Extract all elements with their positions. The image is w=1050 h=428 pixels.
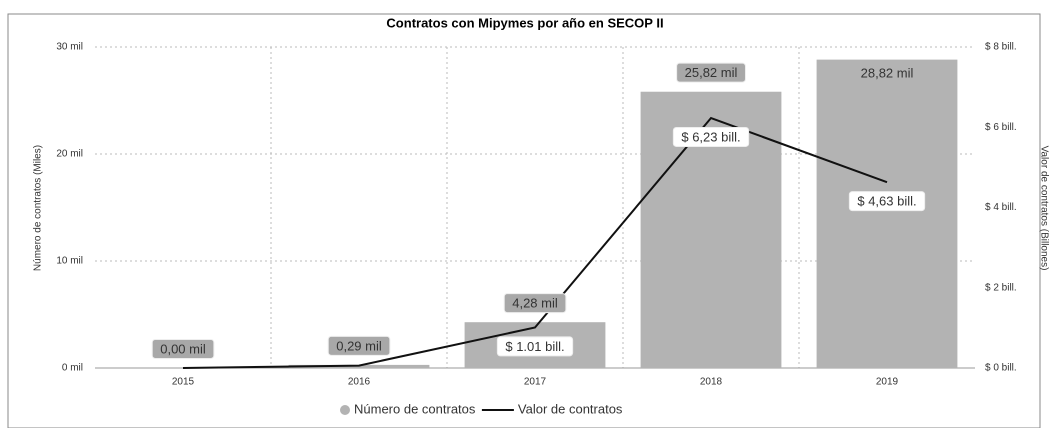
bar-value-label-box: [151, 338, 215, 359]
legend-swatch: [340, 405, 350, 415]
bar-value-label: 0,29 mil: [336, 338, 382, 353]
y-axis-label: Número de contratos (Miles): [33, 145, 44, 271]
lines: [182, 116, 888, 369]
bar-value-label: 4,28 mil: [512, 296, 558, 311]
x-tick-label: 2015: [172, 377, 195, 388]
legend: Número de contratos Valor de contratos: [340, 401, 623, 416]
line-value-label-box: [496, 336, 574, 357]
legend-label: Número de contratos: [354, 401, 476, 416]
bar-value-label-box: [503, 293, 567, 314]
y-tick-label: 20 mil: [56, 149, 83, 160]
y2-tick-label: $ 0 bill.: [985, 363, 1017, 374]
x-tick-label: 2018: [700, 377, 723, 388]
x-tick-label: 2019: [876, 377, 899, 388]
line-value-label-box: [672, 126, 750, 147]
bar-value-label-box: [327, 335, 391, 356]
x-tick-label: 2017: [524, 377, 547, 388]
x-tick-label: 2016: [348, 377, 371, 388]
bar-value-label: 25,82 mil: [685, 65, 738, 80]
y2-tick-label: $ 4 bill.: [985, 202, 1017, 213]
line-value-label: $ 6,23 bill.: [681, 129, 740, 144]
bars: [288, 59, 958, 368]
legend-label: Valor de contratos: [518, 401, 623, 416]
bar-value-label: 28,82 mil: [861, 65, 914, 80]
chart-title: Contratos con Mipymes por año en SECOP I…: [386, 15, 663, 30]
y2-axis-label: Valor de contratos (Billones): [1038, 146, 1049, 271]
frame: [7, 13, 1041, 428]
bar: [816, 59, 958, 368]
y-tick-label: 30 mil: [56, 42, 83, 53]
line-value-label: $ 1.01 bill.: [505, 339, 564, 354]
y2-tick-label: $ 8 bill.: [985, 42, 1017, 53]
line: [182, 116, 888, 369]
labels: 0,00 mil 0,29 mil 4,28 mil 25,82 mil 28,82 m…: [151, 62, 926, 359]
bar-value-label: 0,00 mil: [160, 341, 206, 356]
y2-tick-label: $ 2 bill.: [985, 282, 1017, 293]
y-tick-label: 10 mil: [56, 256, 83, 267]
y-tick-label: 0 mil: [62, 363, 83, 374]
line-value-label: $ 4,63 bill.: [857, 194, 916, 209]
bar-value-label-box: [676, 62, 746, 83]
y2-tick-label: $ 6 bill.: [985, 122, 1017, 133]
line-value-label-box: [848, 191, 926, 212]
